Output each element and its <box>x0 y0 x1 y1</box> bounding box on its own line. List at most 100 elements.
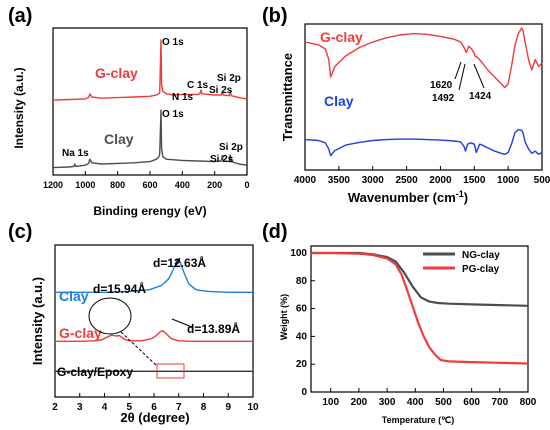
panel-a-label: (a) <box>8 5 32 27</box>
x-tick-label-b-0: 4000 <box>294 175 317 186</box>
legend-label-pg-clay: PG-clay <box>462 264 500 275</box>
x-tick-label-a-0: 1200 <box>43 180 63 190</box>
x-tick-label-c-3: 5 <box>126 402 132 413</box>
series-lines-a <box>52 39 248 169</box>
series-label-clay-c: Clay <box>59 288 89 304</box>
series-label-g-clay-epoxy-c: G-clay/Epoxy <box>57 365 133 379</box>
series-label-g-clay-a: G-clay <box>95 65 138 81</box>
x-tick-label-c-5: 7 <box>176 402 182 413</box>
series-lines-b <box>304 27 543 157</box>
x-tick-label-d-4: 500 <box>435 397 452 408</box>
annotation-d-15-94: d=15.94Å <box>93 281 146 296</box>
x-tick-label-c-2: 4 <box>102 402 108 413</box>
series-label-g-clay-c: G-clay <box>59 325 102 341</box>
peak-label-o1s-gclay: O 1s <box>162 37 184 48</box>
x-tick-label-a-5: 200 <box>207 180 222 190</box>
arrow-1492 <box>458 63 466 91</box>
legend-label-ng-clay: NG-clay <box>462 250 500 261</box>
y-axis-label-d: Weight (%) <box>279 294 289 340</box>
peak-label-n1s: N 1s <box>172 92 194 103</box>
peak-label-1620: 1620 <box>430 80 453 91</box>
x-tick-label-a-3: 600 <box>142 180 157 190</box>
x-axis-label-c: 2θ (degree) <box>120 410 189 425</box>
x-ticks-b: 4000 3500 3000 2500 2000 1500 1000 500 <box>294 166 550 186</box>
x-axis-label-b-main: Wavenumber (cm <box>348 190 456 205</box>
x-tick-label-d-3: 400 <box>407 397 424 408</box>
peak-label-c1s: C 1s <box>187 80 209 91</box>
x-tick-label-d-6: 700 <box>491 397 508 408</box>
x-ticks-c: 2 3 4 5 6 7 8 9 10 <box>52 393 259 413</box>
series-line-c-g-clay <box>55 330 253 342</box>
x-tick-label-c-4: 6 <box>151 402 157 413</box>
plot-frame-d <box>310 245 529 393</box>
x-ticks-a: 1200 1000 800 600 400 200 0 <box>43 171 250 190</box>
panel-d-label: (d) <box>262 221 288 243</box>
x-axis-label-d: Temperature (℃) <box>382 415 454 425</box>
x-tick-label-b-3: 2500 <box>395 175 418 186</box>
peak-label-1424: 1424 <box>469 91 492 102</box>
axis-ticks-d: 100 200 300 400 500 600 700 800 0 20 40 60 80 100 <box>290 248 536 408</box>
x-tick-label-c-0: 2 <box>52 402 58 413</box>
x-axis-label-b-end: ) <box>464 190 468 205</box>
x-tick-label-d-1: 200 <box>351 397 368 408</box>
y-tick-label-d-2: 40 <box>296 331 308 342</box>
series-line-a-g-clay <box>52 39 248 101</box>
y-tick-label-d-0: 0 <box>301 387 307 398</box>
x-tick-label-c-6: 8 <box>201 402 207 413</box>
peak-label-na1s: Na 1s <box>62 148 89 159</box>
x-tick-label-b-4: 2000 <box>429 175 452 186</box>
highlight-ellipse <box>88 297 132 335</box>
highlight-box <box>156 363 185 379</box>
y-axis-label-a: Intensity (a.u.) <box>12 67 26 148</box>
legend-d: NG-clay PG-clay <box>423 250 500 275</box>
x-tick-label-d-5: 600 <box>463 397 480 408</box>
peak-label-1492: 1492 <box>432 93 455 104</box>
y-axis-label-c: Intensity (a.u.) <box>30 277 45 365</box>
series-line-a-clay <box>52 109 248 169</box>
peak-label-si2s-clay: Si 2s <box>210 154 234 165</box>
arrow-1620 <box>454 61 462 80</box>
arrow-d-13-89 <box>171 318 193 328</box>
panel-d: (d) Weight (%) Temperature (℃) 100 200 300… <box>262 221 537 425</box>
series-line-d-pg-clay <box>311 251 529 365</box>
x-tick-label-b-7: 500 <box>534 175 550 186</box>
x-tick-label-c-1: 3 <box>77 402 83 413</box>
panel-b: (b) Transmittance Wavenumber (cm-1) 4000… <box>262 5 550 205</box>
peak-label-si2p-gclay: Si 2p <box>217 73 241 84</box>
y-axis-label-b: Transmittance <box>280 53 295 141</box>
panel-c: (c) Intensity (a.u.) 2θ (degree) 2 3 4 5 6 7 8… <box>8 221 259 425</box>
series-label-clay-b: Clay <box>324 93 354 109</box>
peak-label-si2s-gclay: Si 2s <box>209 85 233 96</box>
x-tick-label-a-4: 400 <box>175 180 190 190</box>
plot-frame-b <box>304 23 543 171</box>
x-tick-label-d-0: 100 <box>322 397 339 408</box>
y-tick-label-d-4: 80 <box>296 276 308 287</box>
x-tick-label-a-1: 1000 <box>75 180 95 190</box>
series-line-b-g-clay <box>304 27 543 89</box>
panel-b-label: (b) <box>262 5 288 27</box>
x-tick-label-c-8: 10 <box>247 402 259 413</box>
x-tick-label-a-6: 0 <box>244 180 249 190</box>
panel-c-label: (c) <box>8 221 32 243</box>
series-line-b-clay <box>304 128 543 157</box>
y-tick-label-d-3: 60 <box>296 304 308 315</box>
x-tick-label-b-2: 3000 <box>362 175 385 186</box>
series-lines-d <box>311 251 529 365</box>
y-tick-label-d-5: 100 <box>290 248 307 259</box>
x-axis-label-a: Binding erengy (eV) <box>93 204 206 218</box>
x-tick-label-b-5: 1500 <box>463 175 486 186</box>
annotation-d-12-63: d=12.63Å <box>153 255 206 270</box>
x-tick-label-a-2: 800 <box>110 180 125 190</box>
series-label-clay-a: Clay <box>104 131 134 147</box>
series-line-c-clay <box>55 259 253 293</box>
y-tick-label-d-1: 20 <box>296 359 308 370</box>
x-axis-label-b: Wavenumber (cm-1) <box>348 189 468 205</box>
arrow-1424 <box>473 63 485 89</box>
peak-label-si2p-clay: Si 2p <box>219 142 243 153</box>
x-tick-label-d-2: 300 <box>379 397 396 408</box>
annotation-d-13-89: d=13.89Å <box>187 321 240 336</box>
panel-a: (a) Intensity (a.u.) Binding erengy (eV)… <box>8 5 250 218</box>
x-tick-label-c-7: 9 <box>225 402 231 413</box>
arrow-d-12-63 <box>174 257 181 265</box>
